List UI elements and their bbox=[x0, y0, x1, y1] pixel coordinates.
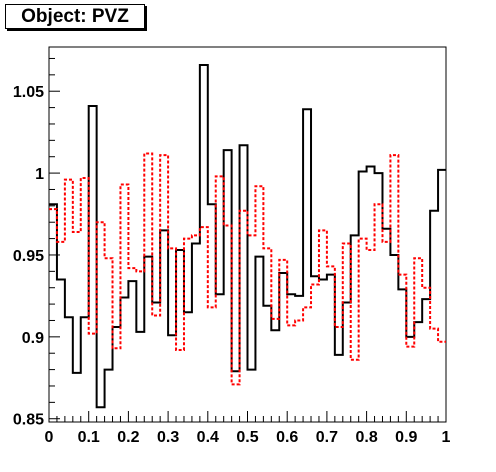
x-tick-label: 0.5 bbox=[236, 429, 258, 446]
y-tick-label: 1 bbox=[35, 166, 44, 183]
x-tick-label: 0.7 bbox=[316, 429, 338, 446]
x-tick-label: 0.2 bbox=[117, 429, 139, 446]
y-tick-label: 0.85 bbox=[13, 412, 44, 429]
x-tick-label: 0.6 bbox=[276, 429, 298, 446]
series-line-1 bbox=[49, 64, 446, 409]
chart-title: Object: PVZ bbox=[5, 4, 145, 29]
y-tick-label: 0.9 bbox=[22, 330, 44, 347]
x-tick-label: 0.9 bbox=[395, 429, 417, 446]
x-tick-label: 0.3 bbox=[157, 429, 179, 446]
y-tick-label: 0.95 bbox=[13, 248, 44, 265]
x-tick-label: 0.4 bbox=[197, 429, 219, 446]
x-tick-label: 0.1 bbox=[78, 429, 100, 446]
x-tick-label: 0.8 bbox=[355, 429, 377, 446]
x-tick-label: 0 bbox=[45, 429, 54, 446]
series-line-2 bbox=[49, 152, 446, 386]
x-tick-label: 1 bbox=[442, 429, 451, 446]
y-tick-label: 1.05 bbox=[13, 84, 44, 101]
